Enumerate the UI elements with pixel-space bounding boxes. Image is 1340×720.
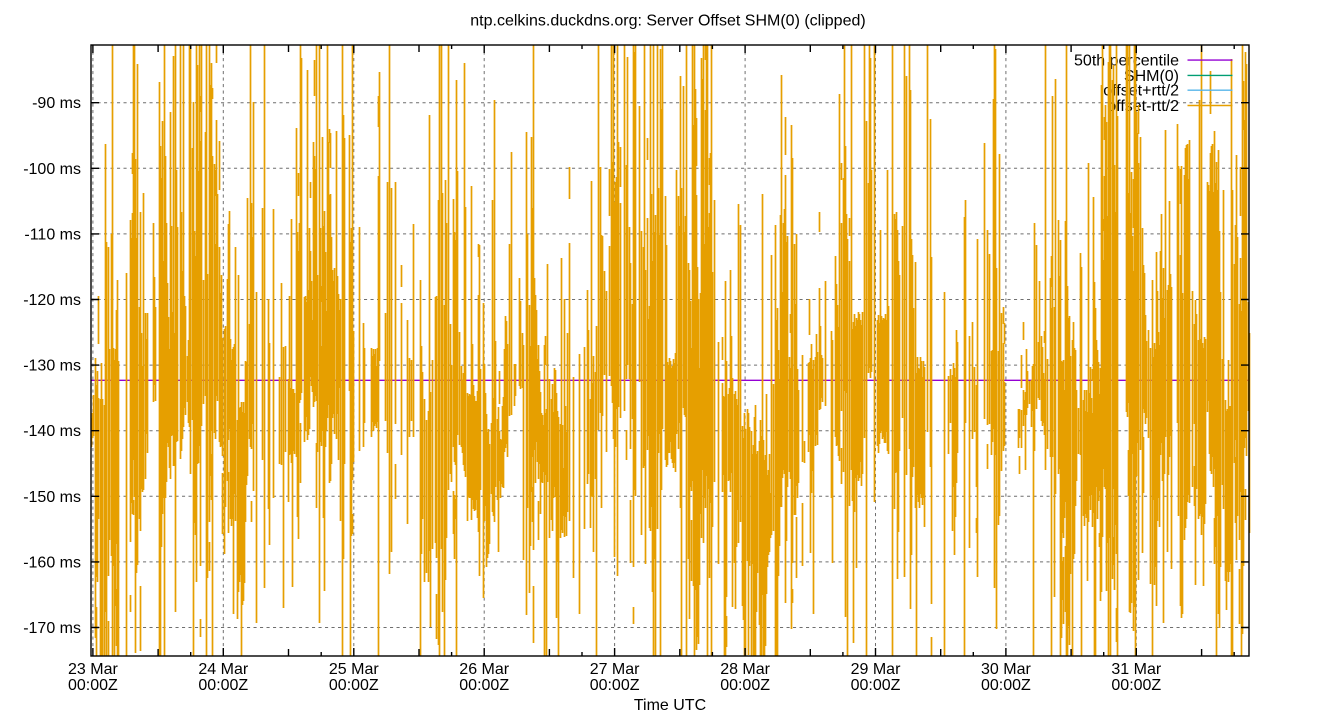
svg-text:SHM(0): SHM(0) — [1124, 68, 1179, 85]
svg-text:Time UTC: Time UTC — [634, 697, 706, 714]
svg-text:00:00Z: 00:00Z — [198, 677, 248, 694]
svg-text:24 Mar: 24 Mar — [198, 661, 248, 678]
svg-text:-100 ms: -100 ms — [23, 161, 81, 178]
svg-text:00:00Z: 00:00Z — [329, 677, 379, 694]
svg-text:-140 ms: -140 ms — [23, 423, 81, 440]
svg-text:-120 ms: -120 ms — [23, 292, 81, 309]
svg-text:-130 ms: -130 ms — [23, 358, 81, 375]
svg-text:00:00Z: 00:00Z — [590, 677, 640, 694]
svg-text:23 Mar: 23 Mar — [68, 661, 118, 678]
svg-text:00:00Z: 00:00Z — [981, 677, 1031, 694]
svg-text:29 Mar: 29 Mar — [851, 661, 901, 678]
svg-text:25 Mar: 25 Mar — [329, 661, 379, 678]
svg-text:-160 ms: -160 ms — [23, 554, 81, 571]
svg-text:27 Mar: 27 Mar — [590, 661, 640, 678]
svg-text:00:00Z: 00:00Z — [720, 677, 770, 694]
svg-text:-170 ms: -170 ms — [23, 620, 81, 637]
svg-text:00:00Z: 00:00Z — [68, 677, 118, 694]
svg-text:offset-rtt/2: offset-rtt/2 — [1107, 98, 1179, 115]
svg-text:00:00Z: 00:00Z — [851, 677, 901, 694]
svg-text:00:00Z: 00:00Z — [459, 677, 509, 694]
svg-text:30 Mar: 30 Mar — [981, 661, 1031, 678]
svg-text:31 Mar: 31 Mar — [1111, 661, 1161, 678]
svg-text:00:00Z: 00:00Z — [1111, 677, 1161, 694]
svg-text:-150 ms: -150 ms — [23, 489, 81, 506]
svg-text:26 Mar: 26 Mar — [459, 661, 509, 678]
svg-text:ntp.celkins.duckdns.org: Serve: ntp.celkins.duckdns.org: Server Offset S… — [470, 13, 865, 30]
svg-text:-110 ms: -110 ms — [24, 226, 81, 243]
svg-text:-90 ms: -90 ms — [32, 95, 81, 112]
svg-text:offset+rtt/2: offset+rtt/2 — [1103, 83, 1179, 100]
svg-text:28 Mar: 28 Mar — [720, 661, 770, 678]
